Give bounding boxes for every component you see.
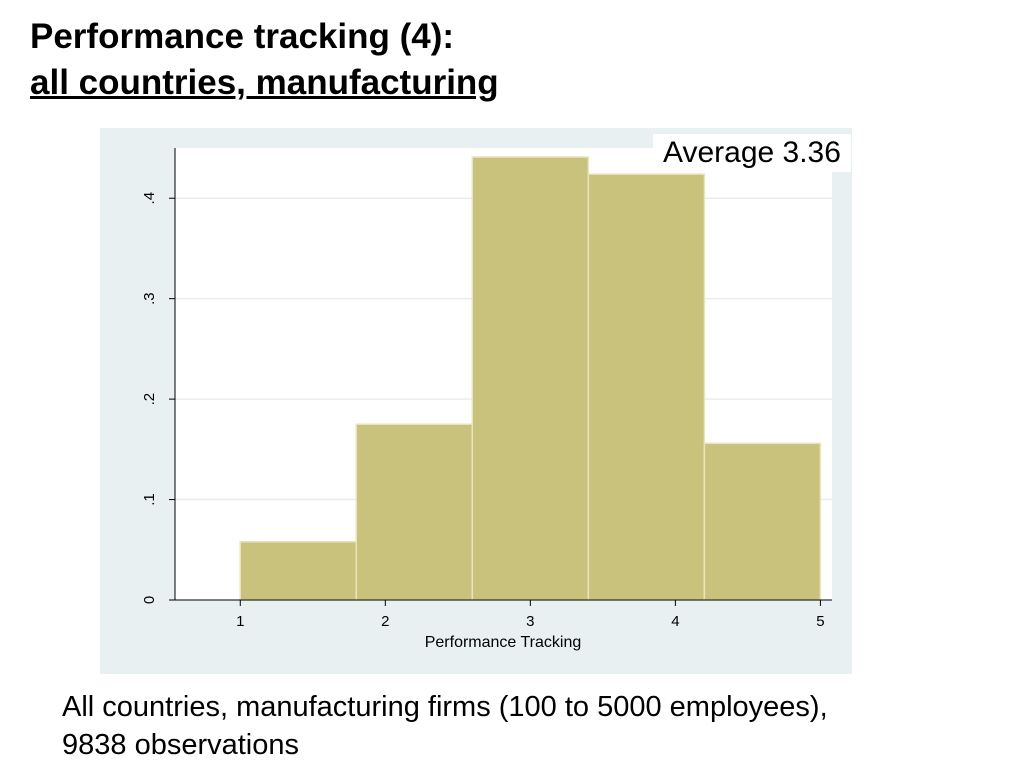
x-tick-label: 5 bbox=[816, 613, 824, 630]
chart-panel: 0 .1 .2 .3 .4 1 2 3 4 5 Performance Tracking bbox=[100, 128, 852, 674]
y-tick-label: .1 bbox=[141, 493, 158, 506]
y-tick-label: .3 bbox=[141, 292, 158, 305]
average-annotation: Average 3.36 bbox=[653, 134, 851, 172]
histogram-bar-2 bbox=[355, 423, 474, 601]
x-tick-label: 1 bbox=[236, 613, 244, 630]
histogram-bar-3 bbox=[471, 156, 590, 601]
x-axis-title: Performance Tracking bbox=[425, 634, 582, 651]
histogram-bar-4 bbox=[587, 173, 706, 601]
x-tick-label: 3 bbox=[526, 613, 534, 630]
histogram-chart: 0 .1 .2 .3 .4 1 2 3 4 5 Performance Tracking bbox=[100, 128, 852, 674]
footnote: All countries, manufacturing firms (100 … bbox=[62, 688, 1002, 764]
y-tick-label: .4 bbox=[141, 192, 158, 205]
slide-subtitle: all countries, manufacturing bbox=[30, 63, 499, 102]
footnote-line-2: 9838 observations bbox=[62, 729, 299, 761]
x-tick-label: 2 bbox=[381, 613, 389, 630]
x-tick-label: 4 bbox=[671, 613, 679, 630]
y-tick-label: 0 bbox=[141, 596, 158, 604]
footnote-line-1: All countries, manufacturing firms (100 … bbox=[62, 691, 828, 723]
histogram-bar-5 bbox=[703, 442, 822, 601]
histogram-bar-1 bbox=[239, 540, 358, 601]
y-tick-label: .2 bbox=[141, 393, 158, 406]
slide-title: Performance tracking (4): bbox=[30, 17, 455, 56]
